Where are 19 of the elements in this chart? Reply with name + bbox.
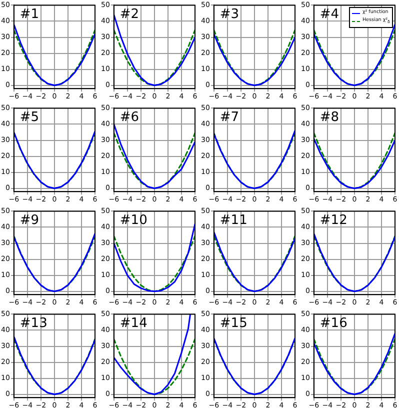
chart-title: #14 — [120, 316, 148, 332]
chart-title: #7 — [220, 110, 240, 126]
chart-title: #13 — [20, 316, 48, 332]
chart-title: #15 — [220, 316, 248, 332]
chart-title: #10 — [120, 213, 148, 228]
chart-title: #11 — [220, 213, 248, 228]
chart-title: #12 — [320, 213, 348, 228]
chart-title: #5 — [20, 110, 40, 126]
chart-title: #8 — [320, 110, 340, 126]
chart-title: #16 — [320, 316, 348, 332]
line-series — [114, 29, 195, 86]
chart-title: #1 — [20, 7, 40, 22]
chart-title: #2 — [120, 7, 140, 22]
line-series — [114, 235, 195, 292]
line-series — [114, 338, 195, 396]
chart-title: #9 — [20, 213, 40, 228]
chart-title: #4 — [320, 7, 340, 22]
chart-title: #3 — [220, 7, 240, 22]
chart-title: #6 — [120, 110, 140, 126]
